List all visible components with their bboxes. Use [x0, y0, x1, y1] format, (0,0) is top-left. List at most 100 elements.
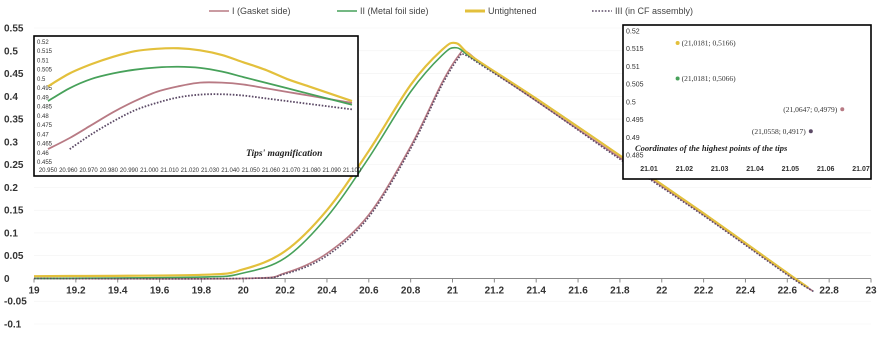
main-series — [33, 41, 815, 293]
y-tick-label: 0.45 — [4, 69, 24, 80]
x-tick-label: 20.4 — [317, 285, 337, 296]
x-tick-label: 19.6 — [150, 285, 170, 296]
legend: I (Gasket side) II (Metal foil side) Untig… — [209, 6, 693, 16]
x-tick-label: 21.8 — [610, 285, 630, 296]
peaks-y-tick-label: 0.52 — [626, 29, 640, 36]
y-tick-label: 0.05 — [4, 251, 24, 262]
peak-point — [808, 129, 813, 134]
tips-y-tick-label: 0.47 — [37, 132, 49, 138]
tips-x-tick-label: 21.030 — [201, 168, 220, 174]
x-tick-label: 21.2 — [485, 285, 505, 296]
tips-x-tick-label: 20.980 — [100, 168, 119, 174]
x-tick-label: 19.2 — [66, 285, 86, 296]
tips-magnification-inset: 0.52 0.515 0.51 0.505 0.5 0.495 0.49 0.485 0.48 0… — [33, 35, 362, 177]
tips-x-tick-label: 20.990 — [120, 168, 139, 174]
tips-y-tick-label: 0.495 — [37, 86, 53, 92]
legend-label-untightened: Untightened — [488, 6, 537, 16]
tips-y-tick-label: 0.52 — [37, 40, 49, 46]
peak-point-label: (21,0181; 0,5166) — [682, 39, 736, 48]
x-tick-label: 20.8 — [401, 285, 421, 296]
peaks-y-tick-label: 0.49 — [626, 135, 640, 142]
tips-x-tick-label: 20.970 — [79, 168, 98, 174]
tips-x-tick-label: 21.100 — [343, 168, 362, 174]
tips-y-tick-label: 0.46 — [37, 151, 49, 157]
series-line-iii-in-cf-assembly — [33, 52, 815, 293]
y-tick-label: 0.5 — [4, 46, 18, 57]
peaks-x-tick-label: 21.06 — [817, 166, 835, 173]
peak-coordinates-inset: 0.52 0.515 0.51 0.505 0.5 0.495 0.49 0.485 21.01… — [622, 24, 872, 180]
legend-label-iii-in-cf-assembly: III (in CF assembly) — [615, 6, 693, 16]
peak-point-label: (21,0647; 0,4979) — [783, 105, 837, 114]
peak-point — [675, 41, 680, 46]
peaks-x-tick-label: 21.05 — [782, 166, 800, 173]
peaks-inset-frame — [622, 24, 872, 180]
tips-y-tick-label: 0.48 — [37, 114, 49, 120]
x-tick-label: 19 — [28, 285, 40, 296]
y-tick-label: -0.1 — [4, 320, 22, 331]
tips-x-tick-label: 20.950 — [39, 168, 58, 174]
tips-y-tick-label: 0.51 — [37, 58, 49, 64]
tips-series-line-cf_assembly — [69, 93, 353, 150]
y-tick-label: 0.15 — [4, 206, 24, 217]
tips-x-tick-label: 20.960 — [59, 168, 78, 174]
tips-x-tick-label: 21.000 — [140, 168, 159, 174]
tips-y-tick-label: 0.465 — [37, 142, 53, 148]
legend-label-ii-metal-foil-side: II (Metal foil side) — [360, 6, 429, 16]
x-tick-label: 22 — [656, 285, 668, 296]
x-tick-label: 20.6 — [359, 285, 379, 296]
y-tick-label: -0.05 — [4, 297, 27, 308]
y-tick-label: 0 — [4, 274, 10, 285]
tips-series-line-untightened — [47, 47, 353, 103]
tips-y-tick-label: 0.5 — [37, 77, 46, 83]
peaks-y-tick-label: 0.485 — [626, 153, 644, 160]
peak-point — [675, 76, 680, 81]
tips-inset-frame — [33, 35, 359, 177]
y-tick-label: 0.55 — [4, 24, 24, 35]
tips-y-tick-label: 0.455 — [37, 160, 53, 166]
tips-y-tick-label: 0.485 — [37, 105, 53, 111]
peaks-y-tick-label: 0.505 — [626, 82, 644, 89]
x-tick-label: 22.2 — [694, 285, 714, 296]
tips-x-tick-label: 21.070 — [282, 168, 301, 174]
y-tick-label: 0.35 — [4, 115, 24, 126]
peaks-x-tick-label: 21.02 — [676, 166, 694, 173]
tips-x-tick-label: 21.090 — [323, 168, 342, 174]
x-tick-label: 19.4 — [108, 285, 128, 296]
y-tick-label: 0.3 — [4, 137, 18, 148]
peaks-x-tick-label: 21.04 — [746, 166, 764, 173]
peaks-y-tick-label: 0.515 — [626, 46, 644, 53]
x-tick-label: 21.4 — [526, 285, 546, 296]
x-tick-label: 21.6 — [568, 285, 588, 296]
peak-point-label: (21,0181; 0,5066) — [682, 74, 736, 83]
tips-x-tick-label: 21.080 — [302, 168, 321, 174]
x-tick-label: 22.6 — [778, 285, 798, 296]
tips-series-line-metal_foil — [47, 65, 353, 106]
peaks-x-tick-label: 21.07 — [852, 166, 870, 173]
tips-series-line-gasket — [47, 81, 353, 150]
peaks-inset-title: Coordinates of the highest points of the… — [635, 143, 788, 153]
x-tick-label: 20.2 — [275, 285, 295, 296]
y-tick-label: 0.4 — [4, 92, 18, 103]
peak-point-label: (21,0558; 0,4917) — [752, 127, 806, 136]
x-tick-label: 22.8 — [819, 285, 839, 296]
y-tick-label: 0.1 — [4, 228, 18, 239]
peaks-y-tick-label: 0.495 — [626, 117, 644, 124]
tips-x-tick-label: 21.050 — [241, 168, 260, 174]
tips-x-tick-label: 21.020 — [181, 168, 200, 174]
x-tick-label: 20 — [238, 285, 250, 296]
tips-y-tick-label: 0.505 — [37, 68, 53, 74]
series-line-untightened — [33, 41, 809, 289]
y-tick-label: 0.2 — [4, 183, 18, 194]
tips-x-tick-label: 21.060 — [262, 168, 281, 174]
x-tick-label: 22.4 — [736, 285, 756, 296]
tips-x-tick-label: 21.040 — [221, 168, 240, 174]
tips-x-tick-label: 21.010 — [160, 168, 179, 174]
tips-y-tick-label: 0.49 — [37, 95, 49, 101]
peaks-x-tick-label: 21.03 — [711, 166, 729, 173]
y-tick-label: 0.25 — [4, 160, 24, 171]
tips-y-tick-label: 0.515 — [37, 49, 53, 55]
tips-y-tick-label: 0.475 — [37, 123, 53, 129]
x-tick-label: 19.8 — [192, 285, 212, 296]
